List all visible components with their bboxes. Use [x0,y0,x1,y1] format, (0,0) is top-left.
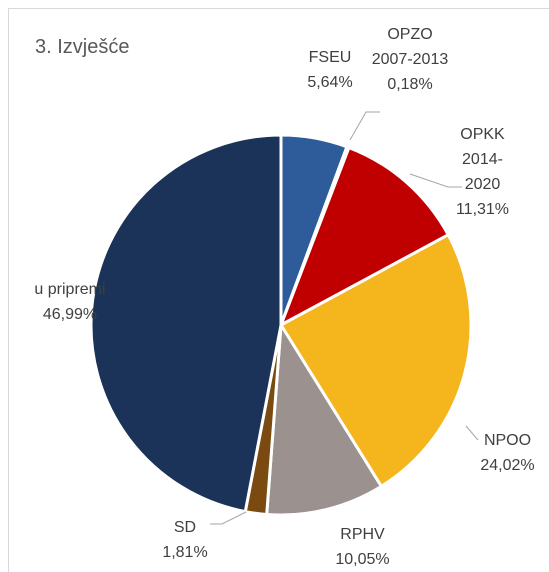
leader-line [349,111,380,141]
leader-lines [210,111,479,525]
leader-line [409,173,462,188]
slice-label: OPZO 2007-2013 0,18% [370,22,450,97]
slice-value: 5,64% [307,74,353,91]
slice-label: RPHV 10,05% [320,522,405,572]
slice-name: u pripremi [34,281,106,298]
leader-line [210,511,247,525]
slice-name: RPHV [340,526,385,543]
slice-name: FSEU [308,49,352,66]
pie-slice [279,233,473,488]
slice-label: NPOO 24,02% [465,428,549,478]
slice-name: SD [173,519,197,536]
slice-value: 11,31% [455,201,510,218]
pie-slice [279,146,450,327]
pie-slice [89,133,283,514]
slice-value: 46,99% [42,306,98,323]
slice-value: 1,81% [162,544,208,561]
slice-label: u pripremi 46,99% [10,277,130,327]
slice-name: NPOO [483,432,532,449]
slice-value: 0,18% [387,76,433,93]
chart-frame [8,8,549,572]
pie-slice [265,323,383,517]
slice-label: FSEU 5,64% [290,45,370,95]
slice-value: 10,05% [335,551,390,568]
slice-label: OPKK 2014-2020 11,31% [445,122,520,222]
leader-line [465,425,479,441]
slice-name: OPKK 2014-2020 [460,126,505,193]
chart-title: 3. Izvješće [35,36,130,58]
slice-label: SD 1,81% [150,515,220,565]
slice-value: 24,02% [480,457,535,474]
slice-name: OPZO 2007-2013 [371,26,449,68]
slices [89,133,473,517]
